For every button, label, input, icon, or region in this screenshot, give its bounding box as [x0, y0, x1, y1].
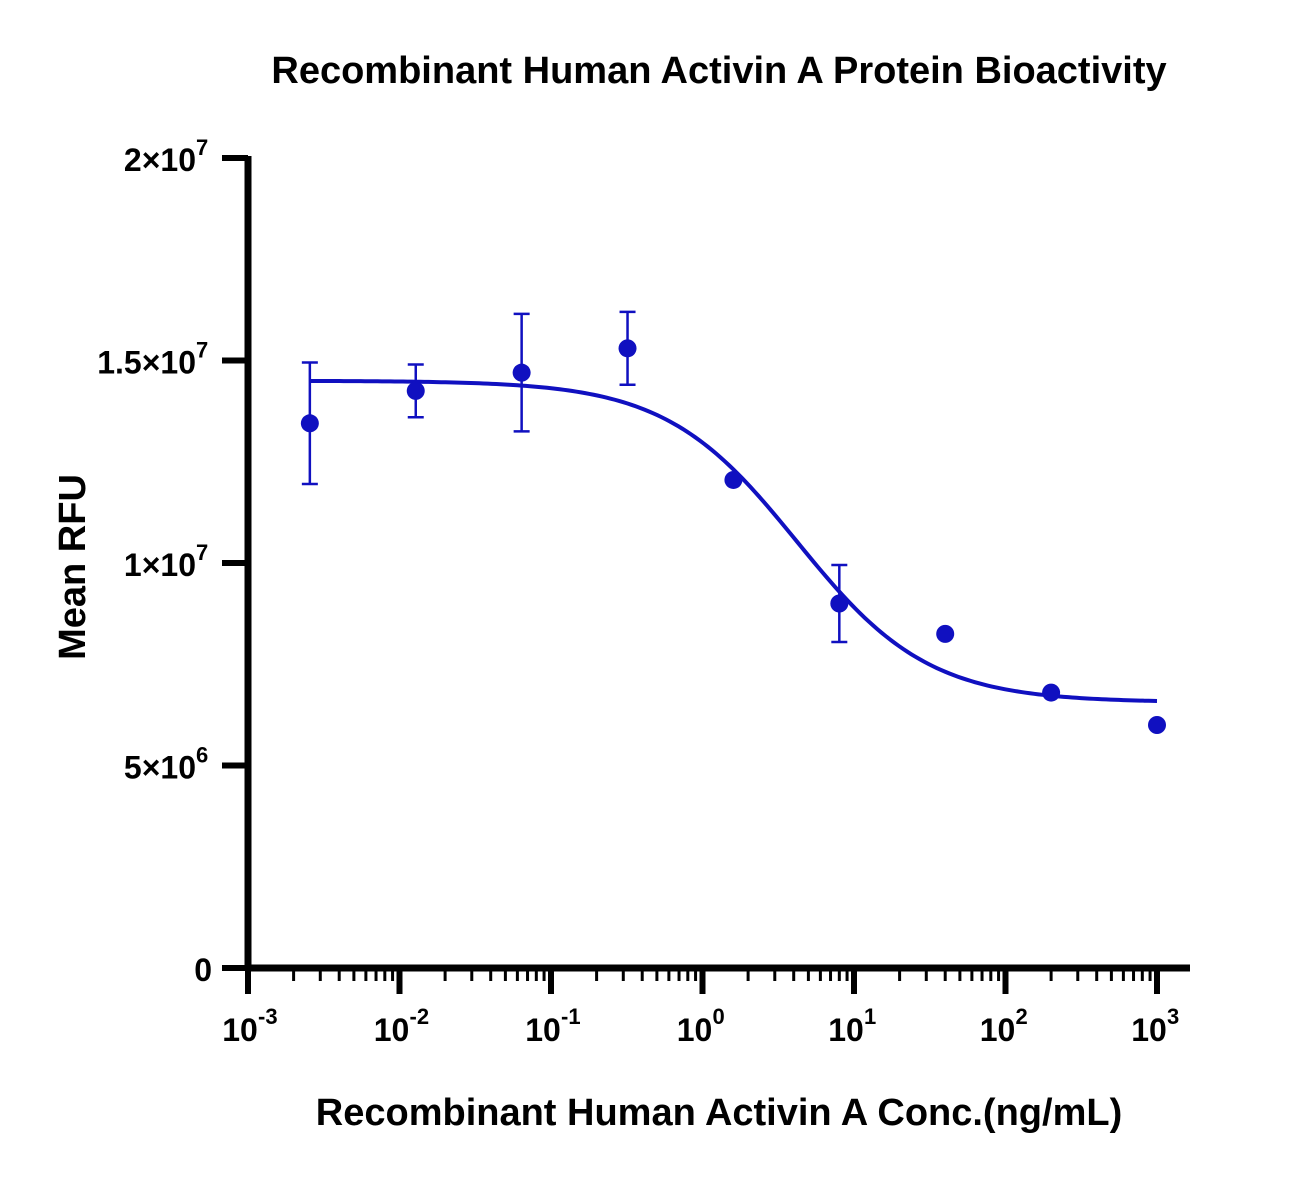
- x-tick-label: 10: [980, 1012, 1016, 1048]
- data-point: [512, 363, 531, 382]
- x-tick-label: 10: [525, 1012, 561, 1048]
- data-point: [1148, 716, 1166, 734]
- y-tick-exponent: 7: [196, 540, 208, 565]
- data-point: [1042, 683, 1061, 702]
- y-tick-label: 0: [194, 952, 212, 988]
- error-bars: [301, 310, 848, 644]
- y-tick-exponent: 7: [196, 338, 208, 363]
- data-point: [300, 414, 319, 433]
- x-tick-label: 10: [374, 1012, 410, 1048]
- x-axis-label: Recombinant Human Activin A Conc.(ng/mL): [316, 1092, 1122, 1134]
- x-tick-exponent: 3: [1167, 1004, 1179, 1029]
- x-tick-exponent: -2: [410, 1004, 430, 1029]
- x-tick-exponent: -1: [561, 1004, 581, 1029]
- x-tick-label: 10: [677, 1012, 713, 1048]
- y-axis-label: Mean RFU: [52, 474, 94, 660]
- y-tick-label: 1.5×10: [97, 345, 196, 381]
- y-axis-ticks: 05×10 61×10 71.5×10 72×10 7: [97, 135, 248, 988]
- y-tick-exponent: 7: [196, 135, 208, 160]
- y-tick-exponent: 6: [196, 743, 208, 768]
- fit-curve: [309, 378, 1158, 703]
- y-tick-label: 1×10: [124, 547, 196, 583]
- x-tick-label: 10: [222, 1012, 258, 1048]
- data-point: [618, 339, 637, 358]
- axes: [244, 156, 1190, 972]
- chart-title: Recombinant Human Activin A Protein Bioa…: [271, 50, 1166, 92]
- x-tick-exponent: 2: [1016, 1004, 1028, 1029]
- y-tick-label: 2×10: [124, 142, 196, 178]
- x-tick-label: 10: [828, 1012, 864, 1048]
- x-axis-ticks: 10 -3 10 -2 10 -1 10 0 10 1 10 2 10 3: [222, 968, 1179, 1048]
- x-tick-exponent: 0: [713, 1004, 725, 1029]
- data-point: [724, 470, 743, 489]
- data-point: [406, 381, 425, 400]
- x-tick-exponent: -3: [258, 1004, 278, 1029]
- y-tick-label: 5×10: [124, 750, 196, 786]
- data-points: [300, 339, 1166, 734]
- x-tick-exponent: 1: [864, 1004, 876, 1029]
- data-point: [830, 594, 849, 613]
- x-tick-label: 10: [1131, 1012, 1167, 1048]
- data-point: [936, 624, 955, 643]
